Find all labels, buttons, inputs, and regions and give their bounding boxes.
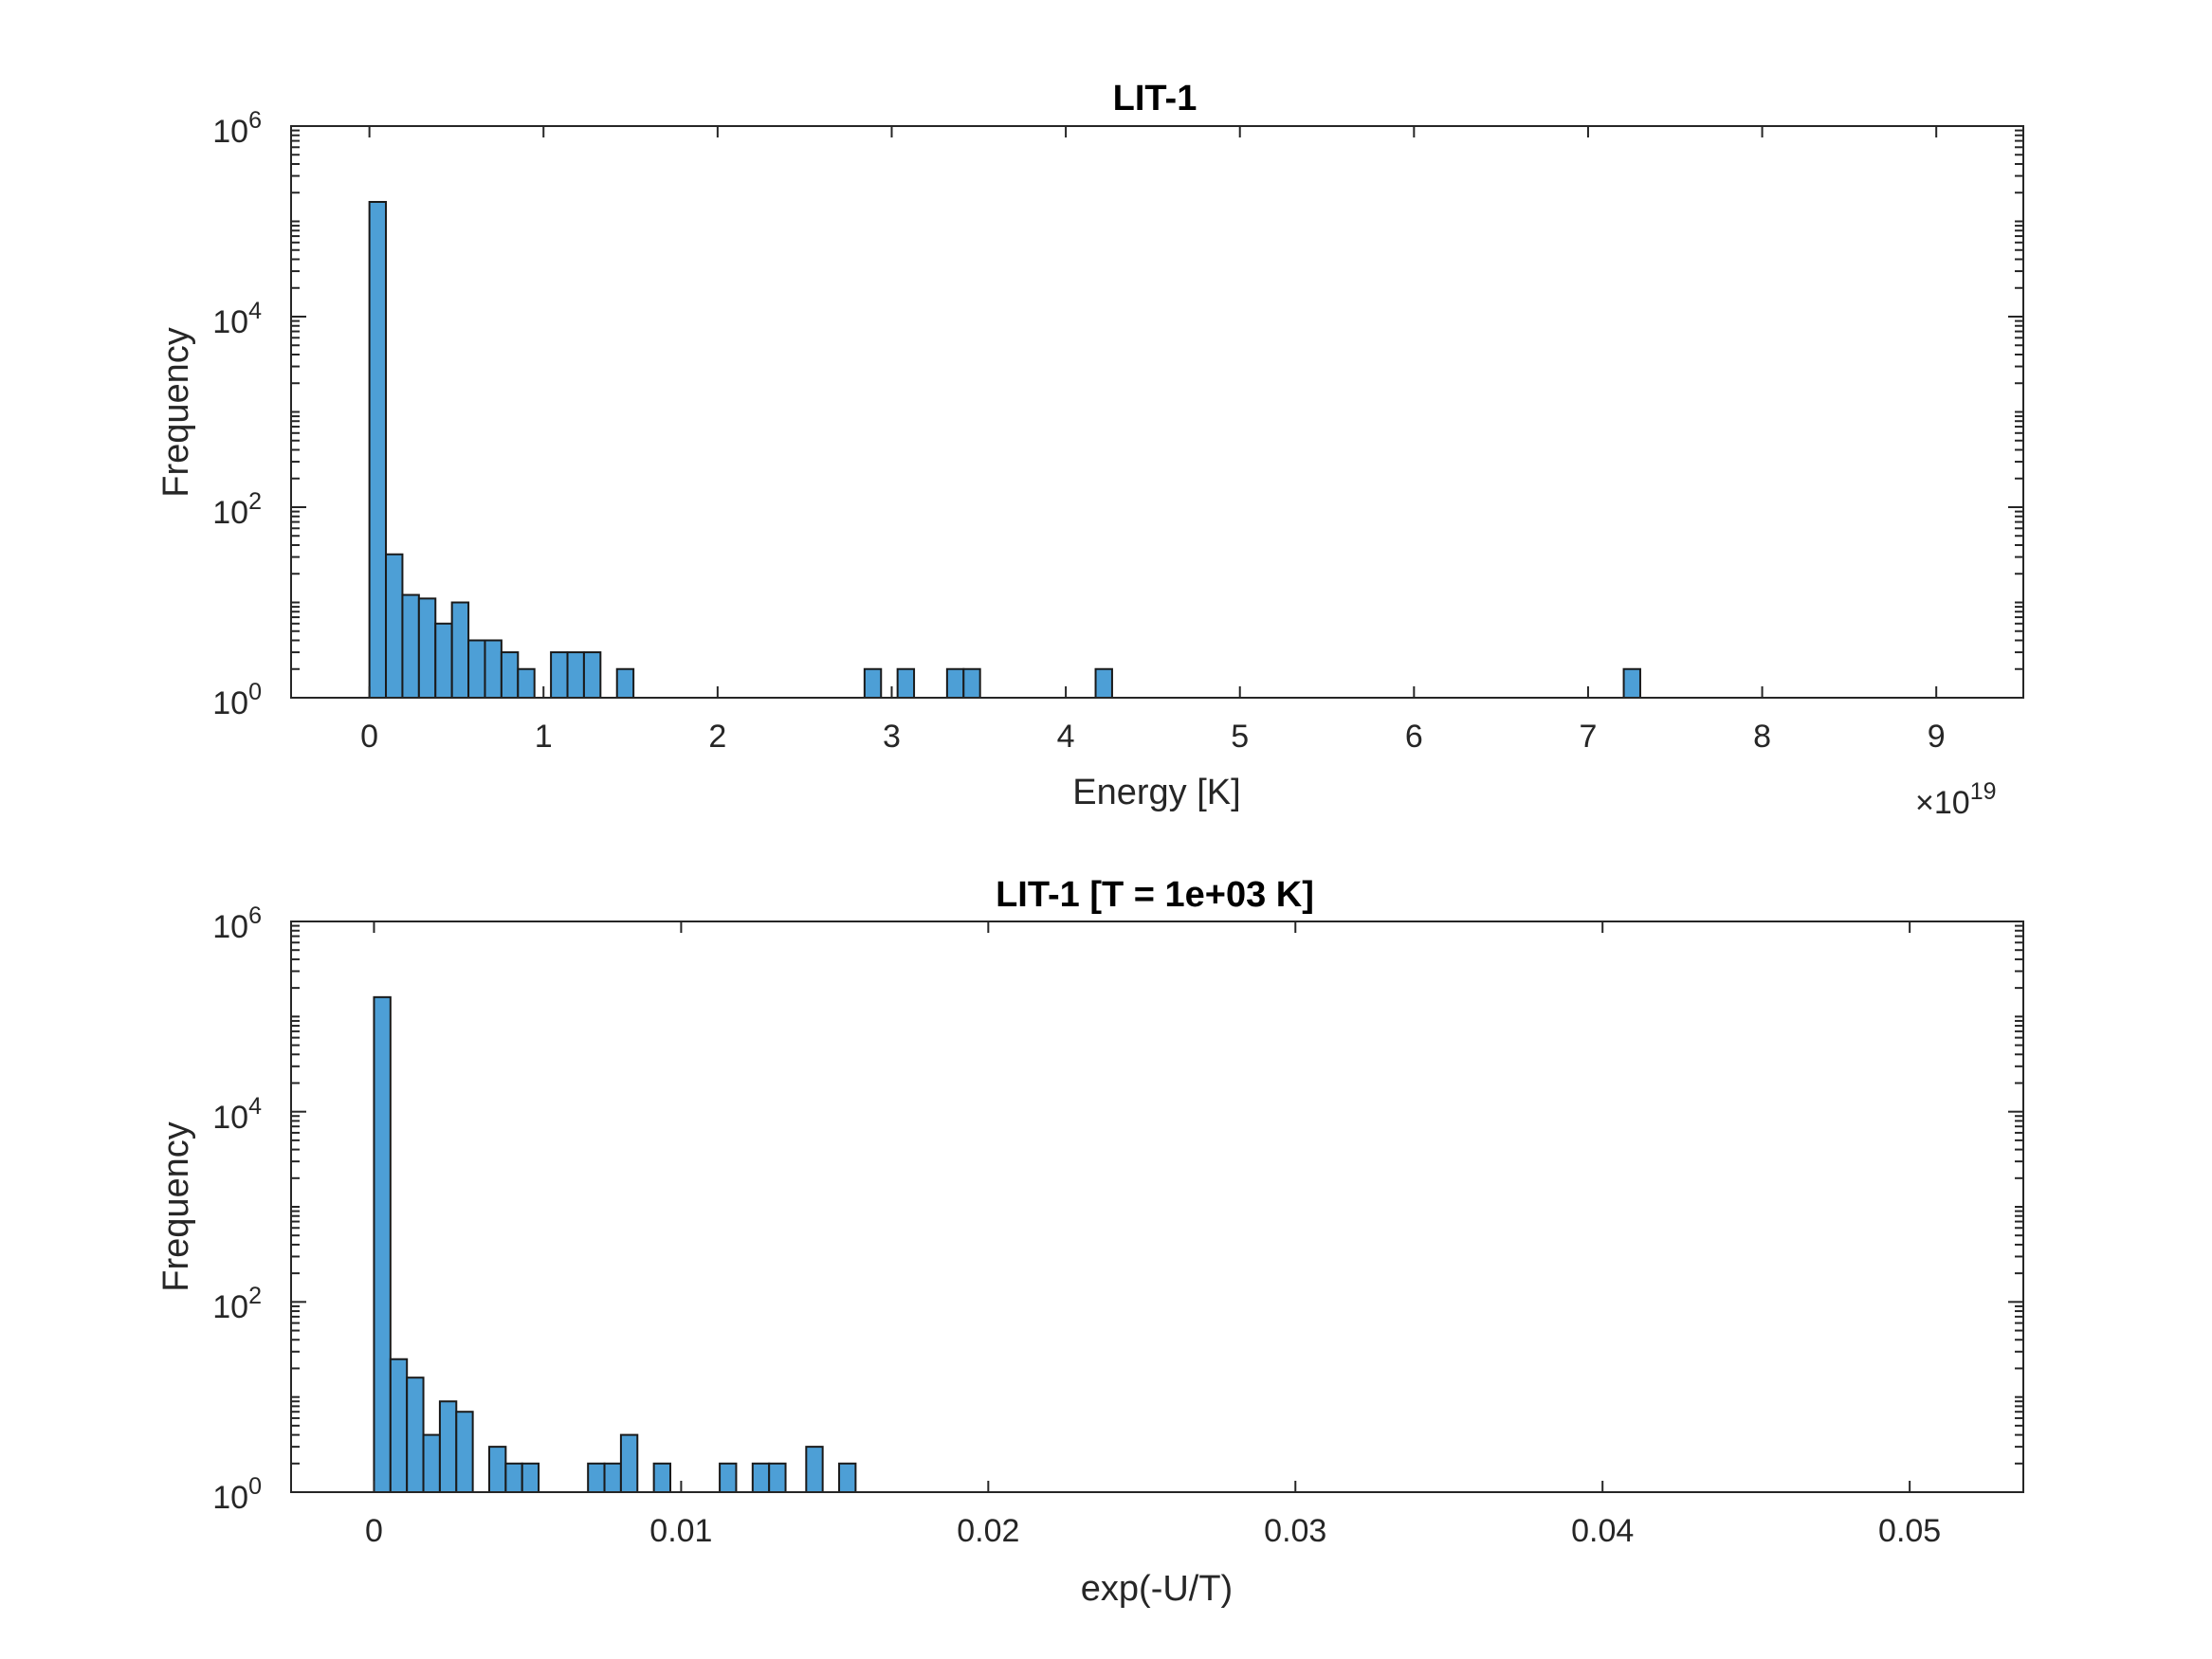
histogram-bar: [768, 1462, 787, 1493]
histogram-bar: [587, 1462, 606, 1493]
histogram-bar: [417, 597, 437, 699]
histogram-bar: [1094, 667, 1113, 699]
histogram-bar: [484, 639, 503, 700]
y-tick-label: 100: [212, 1473, 262, 1516]
histogram-bar: [751, 1462, 771, 1493]
histogram-bar: [504, 1462, 523, 1493]
histogram-bar: [389, 1358, 409, 1493]
x-tick-label: 2: [708, 719, 726, 755]
plot-area-frame: [290, 125, 2024, 699]
x-tick-label: 4: [1057, 719, 1075, 755]
x-axis-label: Energy [K]: [1072, 773, 1240, 812]
histogram-bar: [582, 651, 602, 700]
histogram-bar: [603, 1462, 622, 1493]
histogram-bar: [566, 651, 585, 700]
x-tick-label: 6: [1405, 719, 1423, 755]
x-tick-label: 3: [883, 719, 901, 755]
histogram-bar: [368, 200, 388, 699]
x-tick-label: 9: [1928, 719, 1946, 755]
y-tick-label: 100: [212, 679, 262, 721]
histogram-bar: [401, 593, 420, 700]
y-tick-label: 102: [212, 488, 262, 531]
histogram-bar: [467, 639, 486, 700]
histogram-bar: [373, 995, 392, 1493]
histogram-bar: [805, 1446, 824, 1493]
x-tick-label: 5: [1231, 719, 1249, 755]
histogram-bar: [450, 601, 470, 699]
histogram-bar: [455, 1411, 474, 1493]
x-tick-label: 0.03: [1264, 1513, 1326, 1549]
histogram-bar: [438, 1400, 458, 1494]
x-tick-label: 0.05: [1878, 1513, 1941, 1549]
x-tick-label: 0.01: [649, 1513, 712, 1549]
histogram-bar: [521, 1462, 540, 1493]
y-axis-label: Frequency: [156, 1121, 196, 1292]
chart-title: LIT-1: [1113, 79, 1197, 118]
bars: [373, 995, 857, 1494]
chart-title: LIT-1 [T = 1e+03 K]: [996, 875, 1314, 915]
histogram-bar: [652, 1462, 671, 1493]
bars: [368, 200, 1641, 700]
histogram-bar: [422, 1433, 441, 1493]
x-tick-label: 0.02: [957, 1513, 1019, 1549]
y-tick-label: 102: [212, 1283, 262, 1325]
y-tick-label: 104: [212, 1093, 262, 1136]
histogram-bar: [962, 667, 981, 699]
axis-ticks: 0 1 2 3 4 5 6 7 8 9: [291, 125, 2023, 755]
x-tick-label: 1: [535, 719, 553, 755]
x-tick-label: 0: [360, 719, 378, 755]
y-tick-label: 104: [212, 298, 262, 340]
chart-boltzmann-histogram: LIT-1 [T = 1e+03 K] 0 0.01 0.02 0.03 0.04 0.0…: [156, 875, 2024, 1609]
y-tick-label: 106: [212, 902, 262, 945]
x-tick-label: 0: [365, 1513, 383, 1549]
histogram-bar: [488, 1446, 507, 1493]
histogram-bar: [385, 553, 404, 699]
x-axis-exponent: ×1019: [1915, 778, 1997, 821]
y-axis-label: Frequency: [156, 327, 196, 498]
histogram-bar: [945, 667, 965, 699]
histogram-bar: [550, 651, 569, 700]
x-tick-label: 7: [1579, 719, 1597, 755]
axis-ticks: 0 0.01 0.02 0.03 0.04 0.05: [291, 921, 2023, 1549]
x-axis-label: exp(-U/T): [1081, 1569, 1233, 1609]
chart-energy-histogram: LIT-1 0 1 2 3 4 5 6 7 8 9 100 102 104 106 Energy …: [156, 79, 2024, 821]
histogram-bar: [500, 651, 520, 700]
histogram-bar: [838, 1462, 857, 1493]
x-tick-label: 8: [1753, 719, 1771, 755]
plot-area-frame: [290, 921, 2024, 1493]
histogram-bar: [719, 1462, 738, 1493]
histogram-bar: [896, 667, 916, 699]
histogram-bar: [517, 667, 536, 699]
histogram-bar: [615, 667, 635, 699]
histogram-bar: [434, 622, 453, 699]
histogram-bar: [1622, 667, 1641, 699]
histogram-bar: [863, 667, 883, 699]
histogram-bar: [619, 1433, 639, 1493]
x-tick-label: 0.04: [1571, 1513, 1634, 1549]
y-tick-label: 106: [212, 107, 262, 150]
histogram-bar: [406, 1376, 425, 1494]
